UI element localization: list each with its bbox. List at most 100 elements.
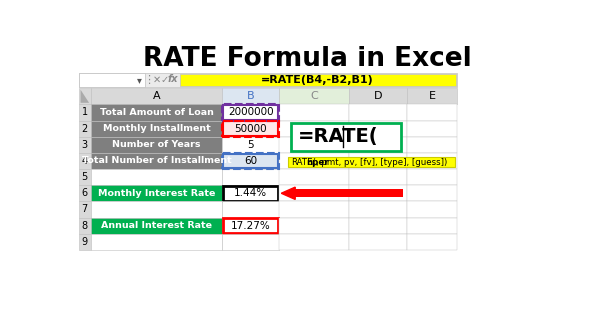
Bar bbox=[79, 234, 91, 250]
Text: , pmt, pv, [fv], [type], [guess]): , pmt, pv, [fv], [type], [guess]) bbox=[316, 157, 447, 167]
Text: A: A bbox=[153, 91, 160, 101]
Bar bbox=[407, 137, 457, 153]
Bar bbox=[279, 88, 349, 104]
Text: 5: 5 bbox=[248, 140, 254, 150]
Bar bbox=[407, 121, 457, 137]
Polygon shape bbox=[81, 90, 89, 103]
Bar bbox=[407, 169, 457, 185]
Bar bbox=[79, 104, 91, 121]
Bar bbox=[79, 153, 91, 169]
Text: 6: 6 bbox=[82, 188, 88, 198]
Bar bbox=[349, 104, 407, 121]
Bar bbox=[288, 157, 455, 168]
Bar bbox=[349, 217, 407, 234]
Bar bbox=[349, 201, 407, 217]
Bar bbox=[180, 74, 456, 86]
Bar bbox=[91, 217, 222, 234]
Bar bbox=[407, 153, 457, 169]
Bar bbox=[279, 153, 349, 169]
Bar bbox=[223, 105, 278, 120]
Text: Total Number of Installment: Total Number of Installment bbox=[82, 156, 231, 166]
Bar bbox=[79, 137, 91, 153]
Bar bbox=[79, 88, 91, 104]
Bar bbox=[222, 234, 279, 250]
Bar bbox=[223, 186, 278, 201]
Bar bbox=[295, 190, 403, 197]
Text: ✕: ✕ bbox=[153, 75, 161, 85]
Bar bbox=[279, 201, 349, 217]
Bar bbox=[279, 169, 349, 185]
Text: Total Amount of Loan: Total Amount of Loan bbox=[100, 108, 213, 117]
Text: D: D bbox=[373, 91, 382, 101]
Bar bbox=[79, 185, 91, 201]
Text: 9: 9 bbox=[82, 237, 88, 247]
Bar bbox=[279, 121, 349, 137]
Text: Annual Interest Rate: Annual Interest Rate bbox=[101, 221, 212, 230]
Bar bbox=[279, 104, 349, 121]
Bar bbox=[349, 185, 407, 201]
Text: 2000000: 2000000 bbox=[228, 108, 273, 117]
Bar bbox=[79, 121, 91, 137]
Bar bbox=[79, 73, 457, 87]
Text: ⋮: ⋮ bbox=[143, 75, 154, 85]
Bar bbox=[91, 104, 222, 121]
Bar bbox=[279, 217, 349, 234]
Bar bbox=[222, 169, 279, 185]
Text: B: B bbox=[247, 91, 254, 101]
Text: 1: 1 bbox=[82, 108, 88, 117]
Text: =RATE(B4,-B2,B1): =RATE(B4,-B2,B1) bbox=[261, 75, 374, 85]
Text: ▾: ▾ bbox=[137, 75, 142, 85]
Text: 5: 5 bbox=[82, 172, 88, 182]
Text: Number of Years: Number of Years bbox=[112, 140, 201, 149]
Text: Monthly Interest Rate: Monthly Interest Rate bbox=[98, 189, 215, 198]
Bar bbox=[349, 153, 407, 169]
Bar bbox=[290, 123, 401, 151]
Text: =RATE(: =RATE( bbox=[298, 127, 379, 146]
Text: RATE Formula in Excel: RATE Formula in Excel bbox=[143, 46, 472, 72]
Bar bbox=[279, 137, 349, 153]
Bar bbox=[79, 169, 91, 185]
Bar bbox=[407, 88, 457, 104]
Bar bbox=[79, 73, 145, 87]
Bar bbox=[279, 185, 349, 201]
Bar bbox=[79, 217, 91, 234]
Bar bbox=[222, 121, 279, 137]
Bar bbox=[223, 154, 278, 168]
Bar bbox=[407, 104, 457, 121]
Text: RATE(: RATE( bbox=[291, 157, 316, 167]
Text: 60: 60 bbox=[244, 156, 257, 166]
Bar bbox=[91, 234, 222, 250]
Text: ✓: ✓ bbox=[161, 75, 169, 85]
Bar bbox=[223, 121, 278, 136]
Bar bbox=[349, 88, 407, 104]
Bar bbox=[407, 201, 457, 217]
Text: 7: 7 bbox=[82, 204, 88, 214]
Bar bbox=[222, 137, 279, 153]
Text: 8: 8 bbox=[82, 221, 88, 231]
Bar bbox=[349, 121, 407, 137]
Bar bbox=[91, 88, 222, 104]
Text: Monthly Installment: Monthly Installment bbox=[103, 124, 210, 133]
Bar bbox=[279, 234, 349, 250]
Bar bbox=[222, 104, 279, 121]
Bar bbox=[407, 185, 457, 201]
Text: C: C bbox=[310, 91, 318, 101]
Text: 4: 4 bbox=[82, 156, 88, 166]
Bar bbox=[91, 137, 222, 153]
Text: E: E bbox=[429, 91, 436, 101]
Bar bbox=[222, 153, 279, 169]
Text: 2: 2 bbox=[82, 123, 88, 133]
Bar bbox=[91, 169, 222, 185]
Bar bbox=[91, 121, 222, 137]
Bar bbox=[91, 153, 222, 169]
Bar bbox=[349, 234, 407, 250]
Bar bbox=[91, 201, 222, 217]
Bar bbox=[222, 88, 279, 104]
Bar bbox=[223, 218, 278, 233]
Bar bbox=[349, 169, 407, 185]
Text: 50000: 50000 bbox=[234, 123, 267, 133]
Text: fx: fx bbox=[168, 74, 178, 84]
Text: 1.44%: 1.44% bbox=[234, 188, 267, 198]
Bar bbox=[349, 137, 407, 153]
Bar bbox=[222, 201, 279, 217]
